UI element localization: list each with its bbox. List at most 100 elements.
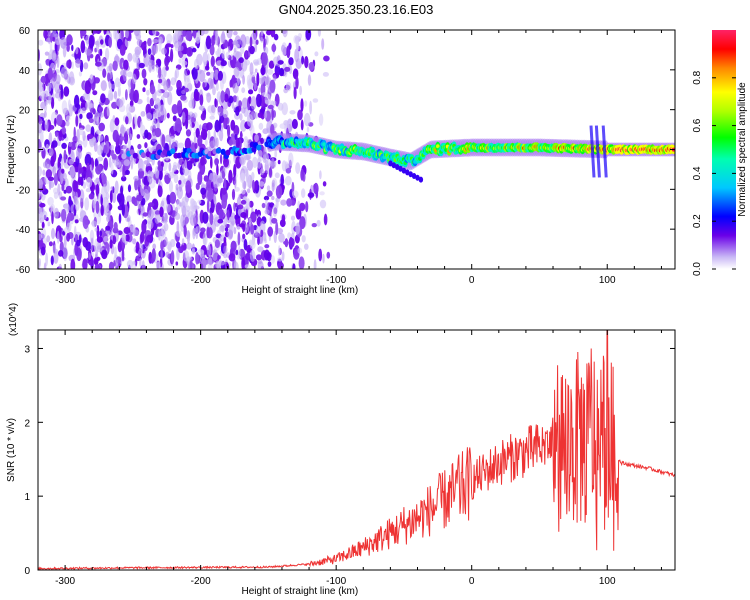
y-axis-title: SNR (10 * v/v) <box>6 418 17 482</box>
spectrogram-noise-blob <box>221 170 226 179</box>
spectrogram-noise-blob <box>114 160 122 168</box>
spectrogram-noise-blob <box>116 99 124 108</box>
spectrogram-noise-blob <box>240 189 246 195</box>
spectrogram-noise-blob <box>154 210 161 216</box>
spectrogram-noise-blob <box>140 231 145 243</box>
spectrogram-noise-blob <box>43 161 48 168</box>
spectrogram-noise-blob <box>145 103 152 116</box>
spectrogram-noise-blob <box>182 30 187 37</box>
spectrogram-noise-blob <box>122 164 125 178</box>
spectrogram-noise-blob <box>140 111 146 117</box>
spectrogram-noise-blob <box>217 255 221 260</box>
spectrogram-noise-blob <box>152 243 157 250</box>
spectrogram-ridge-tail <box>411 173 417 179</box>
colorbar: 0.0 0.2 0.4 0.6 0.8 Normalized spectral ampli… <box>692 30 748 276</box>
spectrogram-noise-blob <box>233 227 237 235</box>
spectrogram-noise-blob <box>268 202 275 208</box>
spectrogram-noise-blob <box>100 39 104 45</box>
spectrogram-noise-blob <box>98 106 104 113</box>
spectrogram-noise-blob <box>61 168 65 174</box>
spectrogram-noise-blob <box>99 230 103 237</box>
spectrogram-noise-blob <box>249 62 254 76</box>
spectrogram-noise-blob <box>85 101 89 111</box>
spectrogram-noise-blob <box>206 92 212 103</box>
spectrogram-noise-blob <box>170 77 176 86</box>
spectrogram-noise-blob <box>288 57 294 66</box>
spectrogram-noise-blob <box>232 83 239 94</box>
spectrogram-noise-blob <box>120 185 124 196</box>
spectrogram-noise-blob <box>221 124 224 130</box>
spectrogram-noise-blob <box>175 118 182 132</box>
spectrogram-noise-blob <box>118 213 122 224</box>
spectrogram-noise-blob <box>75 47 79 55</box>
x-tick-label: 100 <box>599 576 616 587</box>
spectrogram-ridge-streak <box>601 125 608 178</box>
spectrogram-noise-blob <box>82 258 88 269</box>
spectrogram-noise-blob <box>85 176 93 188</box>
spectrogram-noise-blob <box>60 196 67 201</box>
spectrogram-noise-blob <box>75 115 79 127</box>
spectrogram-noise-blob <box>141 260 145 269</box>
spectrogram-noise-blob <box>301 188 306 199</box>
spectrogram-noise-blob <box>81 107 86 114</box>
spectrogram-noise-blob <box>151 65 156 72</box>
spectrogram-noise-blob <box>186 47 193 57</box>
spectrogram-noise-blob <box>202 82 206 89</box>
spectrogram-noise-blob <box>318 113 324 126</box>
spectrogram-noise-blob <box>232 177 235 182</box>
spectrogram-noise-blob <box>230 119 236 131</box>
spectrogram-noise-blob <box>177 161 181 169</box>
spectrogram-noise-blob <box>227 124 231 138</box>
spectrogram-noise-blob <box>175 67 180 79</box>
spectrogram-noise-blob <box>319 170 322 180</box>
spectrogram-noise-blob <box>88 252 91 260</box>
spectrogram-noise-blob <box>93 210 96 218</box>
spectrogram-noise-blob <box>228 253 236 262</box>
spectrogram-noise-blob <box>246 114 254 127</box>
spectrogram-noise-blob <box>213 65 217 72</box>
spectrogram-noise-blob <box>228 95 234 104</box>
x-axis-title: Height of straight line (km) <box>242 586 359 597</box>
spectrogram-noise-blob <box>270 124 275 136</box>
spectrogram-noise-blob <box>254 208 258 215</box>
spectrogram-noise-blob <box>291 118 298 130</box>
spectrogram-noise-blob <box>96 40 99 52</box>
spectrogram-noise-blob <box>264 199 268 212</box>
spectrogram-noise-blob <box>169 191 177 204</box>
spectrogram-noise-blob <box>101 249 108 260</box>
spectrogram-noise-blob <box>100 204 104 217</box>
spectrogram-noise-blob <box>234 186 240 192</box>
spectrogram-noise-blob <box>133 30 141 37</box>
spectrogram-noise-blob <box>58 263 63 269</box>
spectrogram-noise-blob <box>249 36 253 48</box>
spectrogram-noise-blob <box>169 180 173 193</box>
spectrogram-noise-blob <box>224 208 228 214</box>
spectrogram-noise-blob <box>234 214 239 220</box>
spectrogram-noise-blob <box>101 174 107 185</box>
spectrogram-noise-blob <box>215 51 218 55</box>
spectrogram-noise-blob <box>88 34 95 49</box>
spectrogram-noise-blob <box>144 142 148 149</box>
spectrogram-ridge-outer <box>129 149 135 156</box>
spectrogram-noise-blob <box>143 78 148 86</box>
spectrogram-noise-blob <box>219 225 226 232</box>
spectrogram-noise-blob <box>165 43 172 48</box>
spectrogram-noise-blob <box>121 176 127 182</box>
spectrogram-noise-blob <box>220 33 226 44</box>
spectrogram-noise-blob <box>240 212 247 218</box>
spectrogram-noise-blob <box>239 113 243 121</box>
spectrogram-noise-blob <box>239 153 246 166</box>
spectrogram-noise-blob <box>61 208 67 222</box>
spectrogram-noise-blob <box>41 119 46 131</box>
spectrogram-noise-blob <box>260 229 264 237</box>
spectrogram-noise-blob <box>148 59 155 67</box>
spectrogram-noise-blob <box>191 47 197 53</box>
spectrogram-noise-blob <box>121 248 125 262</box>
spectrogram-noise-blob <box>214 119 220 133</box>
spectrogram-noise-blob <box>154 108 158 119</box>
spectrogram-noise-blob <box>147 170 152 183</box>
spectrogram-noise-blob <box>269 79 276 93</box>
spectrogram-noise-blob <box>229 79 233 88</box>
spectrogram-noise-blob <box>183 225 187 238</box>
